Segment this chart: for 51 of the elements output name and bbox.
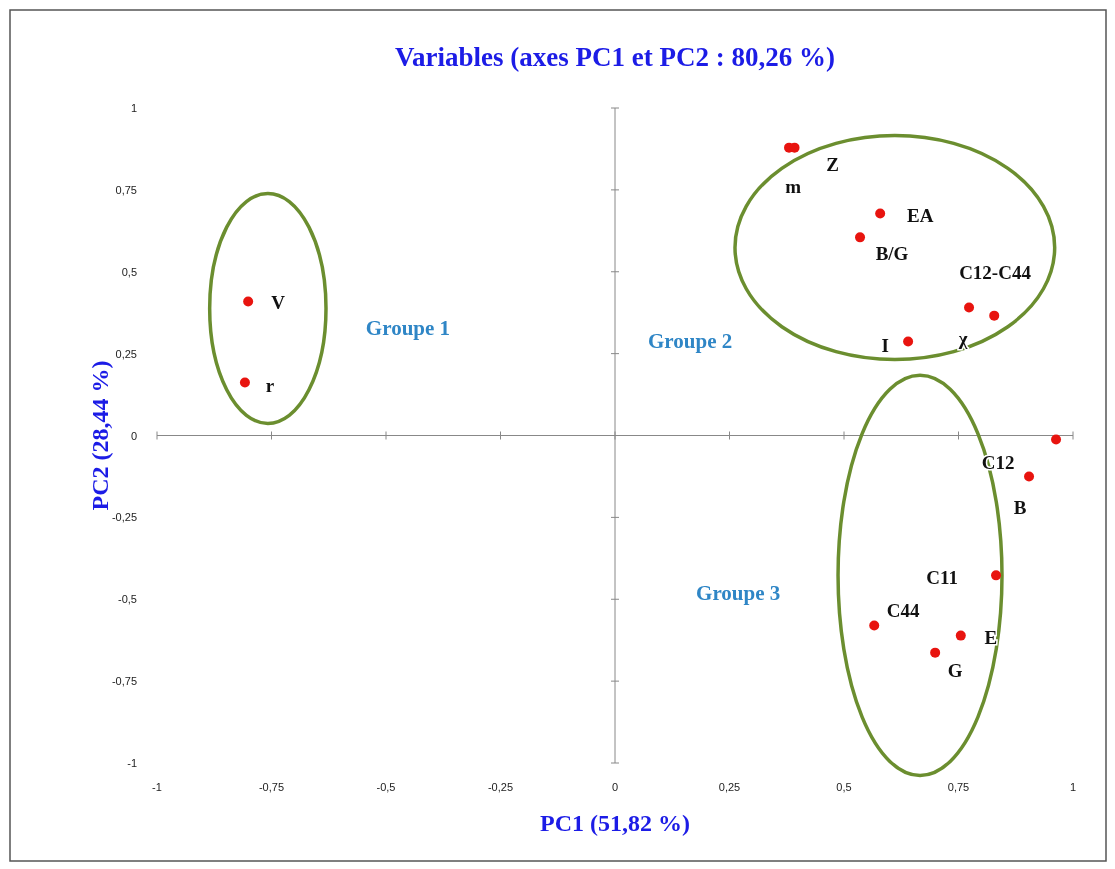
x-tick-label: 0,75 <box>947 781 970 793</box>
point <box>964 302 975 313</box>
y-tick-label: -0,5 <box>118 593 137 606</box>
annotation: Groupe 2 <box>648 328 733 353</box>
annotation: C12-C44 <box>959 262 1032 284</box>
x-tick-label: -0,25 <box>487 781 514 793</box>
annotation: Z <box>826 153 839 175</box>
x-tick-label: -1 <box>152 781 162 793</box>
annotation: Groupe 1 <box>365 316 451 341</box>
y-tick-label: 0 <box>130 429 137 442</box>
x-tick-label: 0,25 <box>718 781 741 793</box>
annotation: χ <box>957 327 968 349</box>
annotation: Groupe 3 <box>696 581 781 606</box>
point <box>869 620 880 631</box>
y-tick-label: 0,75 <box>115 183 137 196</box>
annotation: r <box>265 375 275 397</box>
annotation: G <box>947 659 963 681</box>
point <box>855 232 866 243</box>
point <box>989 310 1000 321</box>
x-tick-label: 0,5 <box>836 781 852 793</box>
point <box>875 208 886 219</box>
x-tick-label: 1 <box>1069 781 1077 793</box>
point <box>1024 471 1035 482</box>
annotation: B/G <box>875 243 909 265</box>
y-tick-label: -1 <box>127 757 137 769</box>
annotation: I <box>881 334 889 356</box>
y-tick-label: 0,5 <box>121 265 137 278</box>
point <box>1051 434 1062 445</box>
y-axis-title: PC2 (28,44 %) <box>87 360 113 511</box>
point <box>991 570 1002 581</box>
point <box>243 296 254 307</box>
y-tick-label: 1 <box>130 102 137 114</box>
point <box>239 377 250 388</box>
x-tick-label: -0,5 <box>376 781 396 793</box>
annotation: B <box>1013 497 1027 519</box>
annotation: V <box>271 291 286 313</box>
x-tick-label: 0 <box>611 781 619 793</box>
chart-title: Variables (axes PC1 et PC2 : 80,26 %) <box>395 42 835 72</box>
annotation: EA <box>906 205 934 227</box>
x-tick-label: -0,75 <box>258 781 285 793</box>
point <box>955 630 966 641</box>
y-tick-label: 0,25 <box>115 347 137 360</box>
y-tick-label: -0,25 <box>111 511 137 524</box>
annotation: E <box>984 626 998 648</box>
x-axis-title: PC1 (51,82 %) <box>540 810 690 836</box>
annotation: C11 <box>926 567 958 589</box>
point <box>903 336 914 347</box>
point <box>930 647 941 658</box>
annotation: C44 <box>886 600 921 622</box>
y-tick-label: -0,75 <box>111 675 137 688</box>
annotation: m <box>785 175 802 197</box>
